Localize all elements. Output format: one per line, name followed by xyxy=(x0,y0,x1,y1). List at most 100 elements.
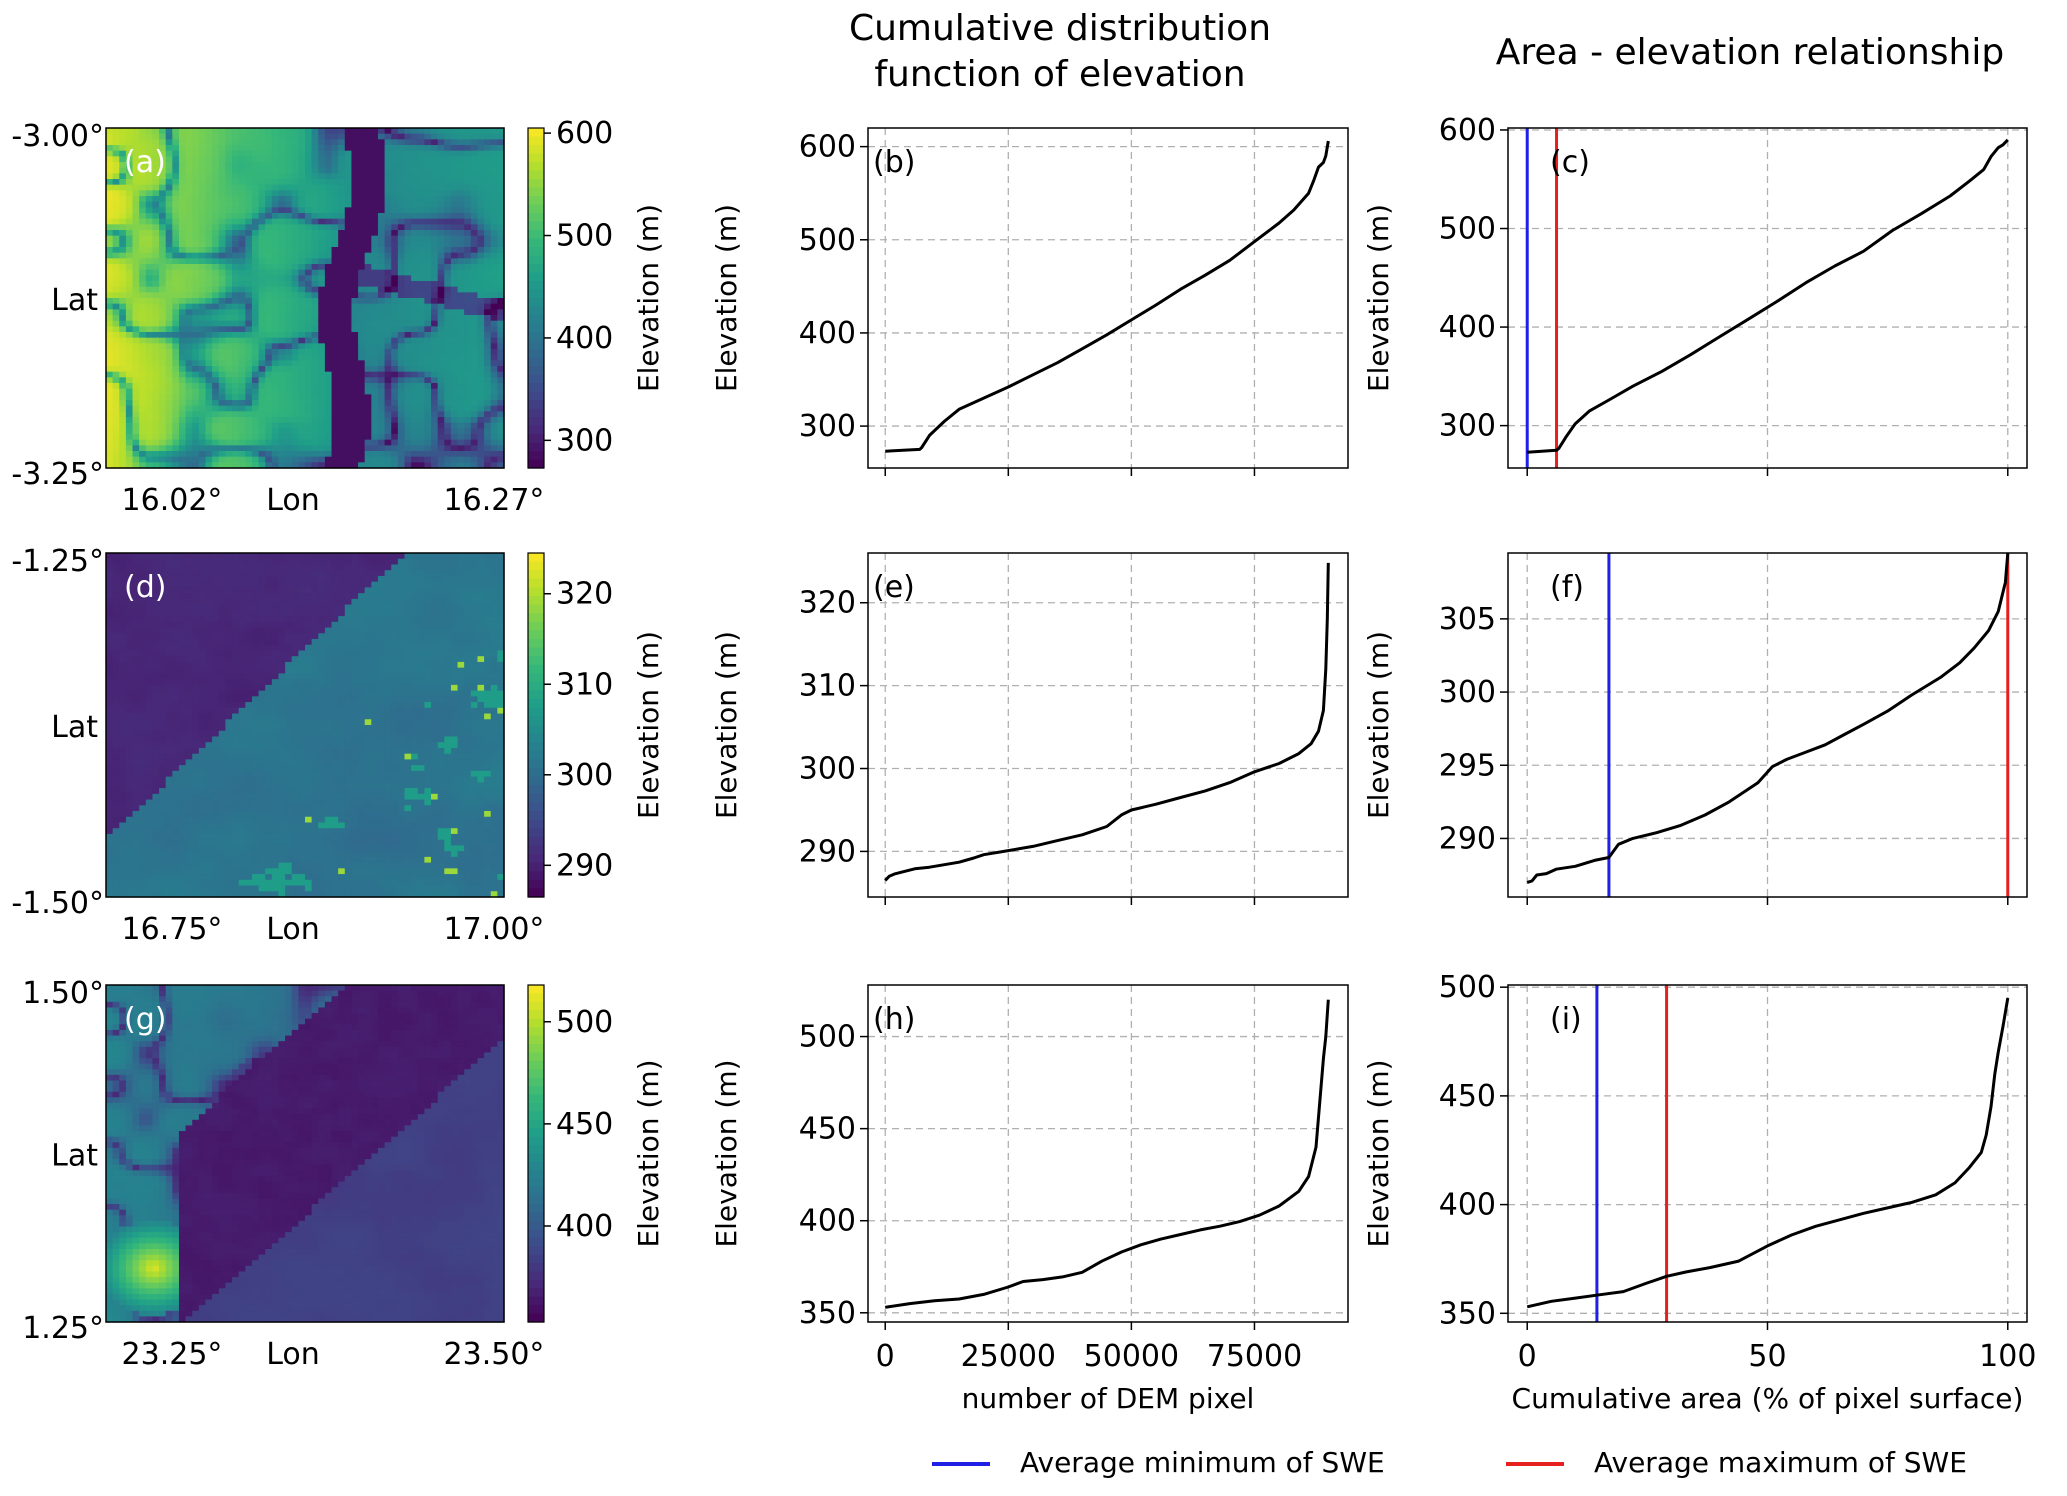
map-cell xyxy=(404,218,412,225)
map-cell xyxy=(172,719,180,726)
map-cell xyxy=(152,150,160,157)
map-cell xyxy=(225,868,233,875)
map-cell xyxy=(185,377,193,384)
map-cell xyxy=(198,874,207,881)
map-cell xyxy=(139,145,147,152)
map-cell xyxy=(192,377,200,384)
map-cell xyxy=(437,224,445,231)
map-cell xyxy=(152,868,160,875)
map-cell xyxy=(318,354,326,361)
map-cell xyxy=(404,269,412,276)
map-cell xyxy=(384,383,392,390)
map-cell xyxy=(265,179,273,186)
map-cell xyxy=(218,845,226,852)
map-cell xyxy=(165,456,173,463)
map-cell xyxy=(490,218,498,225)
map-cell xyxy=(291,456,299,463)
map-cell xyxy=(444,269,452,276)
map-cell xyxy=(391,337,399,344)
map-cell xyxy=(178,639,187,646)
map-cell xyxy=(384,366,392,373)
map-cell xyxy=(145,456,154,463)
map-cell xyxy=(417,252,425,259)
map-cell xyxy=(178,799,187,806)
map-cell xyxy=(431,298,439,305)
map-cell xyxy=(298,377,306,384)
map-cell xyxy=(172,661,180,669)
map-cell xyxy=(417,400,425,407)
map-cell xyxy=(265,269,273,276)
map-cell xyxy=(324,128,333,135)
map-cell xyxy=(338,315,346,322)
map-cell xyxy=(384,462,392,469)
map-cell xyxy=(139,371,147,378)
map-cell xyxy=(185,747,193,755)
map-cell xyxy=(178,303,187,310)
map-cell xyxy=(159,190,167,197)
map-cell xyxy=(457,377,465,384)
map-cell xyxy=(212,570,220,577)
map-cell xyxy=(364,445,372,452)
map-cell xyxy=(106,811,114,818)
map-cell xyxy=(112,207,120,214)
map-cell xyxy=(245,428,253,435)
map-cell xyxy=(139,747,147,755)
map-cell xyxy=(132,184,140,191)
map-cell xyxy=(265,258,273,265)
map-cell xyxy=(358,207,366,214)
map-cell xyxy=(377,360,386,367)
map-cell xyxy=(125,856,134,864)
map-cell xyxy=(351,332,359,339)
map-cell xyxy=(371,145,379,152)
map-cell xyxy=(112,145,120,152)
map-cell xyxy=(338,400,346,407)
map-cell xyxy=(245,230,253,237)
map-cell xyxy=(205,788,213,795)
map-cell xyxy=(238,684,246,692)
map-cell xyxy=(212,349,220,356)
map-cell xyxy=(411,377,419,384)
map-cell xyxy=(178,190,187,197)
map-cell xyxy=(212,422,220,429)
map-cell xyxy=(285,451,293,458)
map-cell xyxy=(152,264,160,271)
map-cell xyxy=(245,753,253,760)
map-cell xyxy=(391,218,399,225)
map-cell xyxy=(324,139,333,146)
map-cell xyxy=(218,167,226,174)
map-cell xyxy=(225,661,233,669)
map-cell xyxy=(139,173,147,180)
map-cell xyxy=(424,354,432,361)
map-cell xyxy=(245,616,253,623)
map-cell xyxy=(132,856,140,864)
map-cell xyxy=(364,264,372,271)
map-cell xyxy=(119,258,127,265)
map-cell xyxy=(351,343,359,350)
map-cell xyxy=(318,269,326,276)
map-cell xyxy=(106,218,114,225)
map-cell xyxy=(172,627,180,634)
map-cell xyxy=(198,422,207,429)
map-cell xyxy=(212,616,220,623)
map-cell xyxy=(371,337,379,344)
map-cell xyxy=(464,366,472,373)
map-cell xyxy=(298,354,306,361)
map-cell xyxy=(232,315,240,322)
map-cell xyxy=(490,128,498,135)
map-cell xyxy=(490,133,498,140)
map-cell xyxy=(444,320,452,327)
map-cell xyxy=(271,292,280,299)
map-cell xyxy=(106,845,114,852)
panel-label: (a) xyxy=(124,145,166,180)
map-cell xyxy=(132,610,140,617)
map-cell xyxy=(437,213,445,220)
map-cell xyxy=(212,309,220,316)
map-cell xyxy=(119,281,127,288)
map-cell xyxy=(271,269,280,276)
map-cell xyxy=(232,587,240,594)
map-cell xyxy=(172,128,180,135)
map-cell xyxy=(364,360,372,367)
map-cell xyxy=(112,224,120,231)
map-cell xyxy=(132,644,140,652)
